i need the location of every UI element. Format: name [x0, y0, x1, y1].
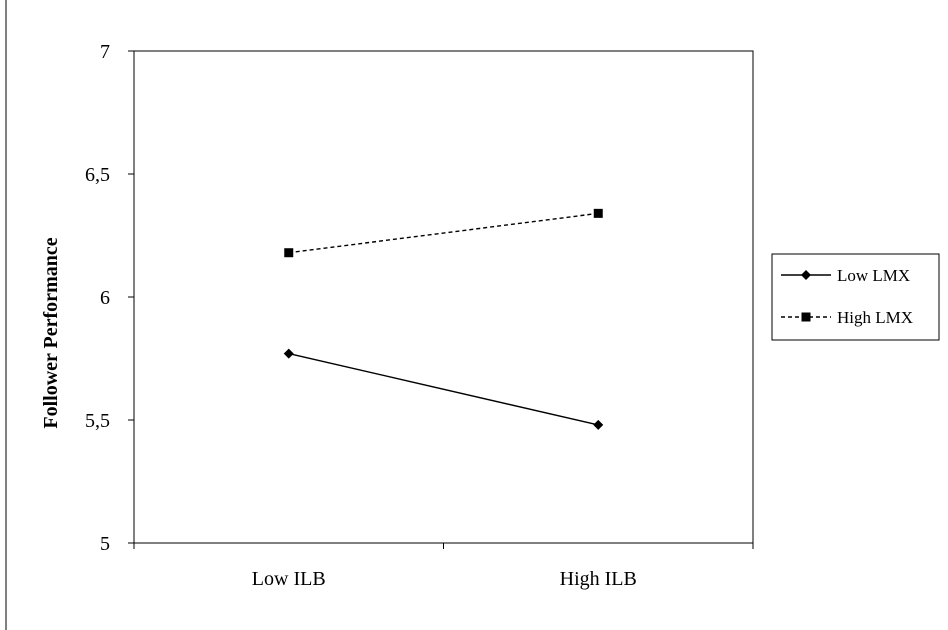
legend-label-high-lmx: High LMX	[837, 308, 913, 327]
y-tick-label: 5,5	[85, 410, 110, 432]
series-line-high-lmx	[288, 212, 599, 254]
plot-area	[133, 50, 754, 544]
legend: Low LMX High LMX	[771, 253, 940, 341]
y-tick-label: 7	[100, 41, 110, 63]
series-layer	[283, 208, 604, 430]
legend-label-low-lmx: Low LMX	[837, 266, 910, 285]
data-point-high-lmx	[284, 248, 294, 258]
y-axis-label: Follower Performance	[40, 237, 62, 428]
x-tick-label: High ILB	[560, 568, 637, 590]
series-line-low-lmx	[288, 352, 599, 426]
x-axis: Low ILB High ILB	[133, 543, 754, 590]
legend-marker-low-lmx	[801, 270, 811, 280]
legend-marker-high-lmx	[801, 312, 811, 322]
y-tick-label: 6,5	[85, 164, 110, 186]
x-tick-label: Low ILB	[252, 568, 326, 590]
data-point-low-lmx	[283, 348, 294, 359]
data-point-high-lmx	[593, 208, 603, 218]
y-tick-label: 6	[100, 287, 110, 309]
legend-box	[771, 253, 940, 341]
data-point-low-lmx	[593, 419, 604, 430]
y-axis: 5 5,5 6 6,5 7	[85, 41, 134, 555]
legend-items: Low LMX High LMX	[781, 266, 913, 327]
y-tick-label: 5	[100, 533, 110, 555]
